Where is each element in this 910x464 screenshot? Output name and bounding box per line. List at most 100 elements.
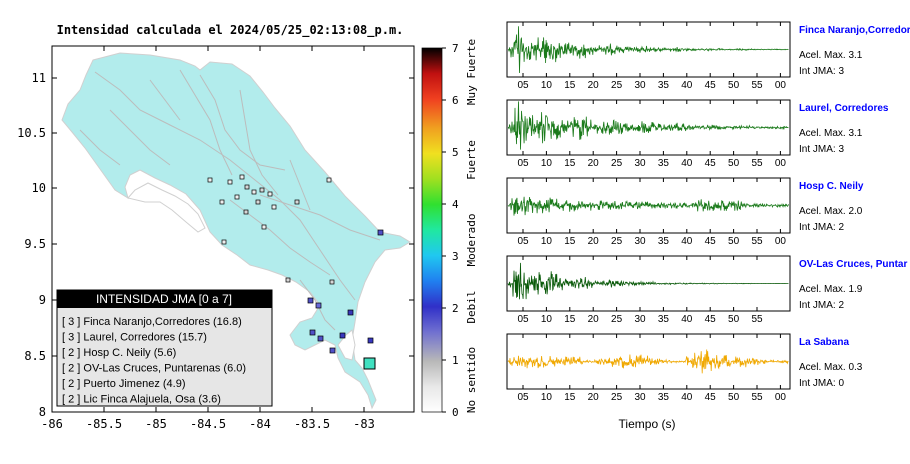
station-marker	[227, 179, 233, 185]
seismogram-tick-label: 40	[681, 158, 693, 169]
golfo-dulce	[337, 329, 356, 361]
station-marker	[244, 184, 250, 190]
seismogram-tick-label: 05	[517, 80, 529, 91]
seismogram-tick-label: 20	[588, 158, 600, 169]
seismogram-tick-label: 20	[588, 314, 600, 325]
seismogram-tick-label: 55	[751, 392, 763, 403]
station-intensity: Int JMA: 3	[799, 144, 844, 155]
seismogram-panel: 05 10 15 20 25 30 35 40 45 50 55 00 Laurel, Corredor…	[506, 99, 889, 169]
legend-entry: [ 2 ] OV-Las Cruces, Puntarenas (6.0)	[62, 363, 246, 375]
seismogram-panel: 05 10 15 20 25 30 35 40 45 50 55 00 La Sabana Acel. M…	[506, 333, 863, 403]
legend-entry: [ 2 ] Hosp C. Neily (5.6)	[62, 347, 176, 359]
seismogram-panel: 05 10 15 20 25 30 35 40 45 50 55 OV-Las Cruces, Pun…	[506, 255, 907, 325]
colorbar-tick-label: 3	[452, 250, 459, 263]
seismogram-tick-label: 15	[564, 236, 576, 247]
station-marker	[267, 191, 273, 197]
x-tick-label: -85	[145, 417, 167, 431]
station-acceleration: Acel. Max. 3.1	[799, 128, 863, 139]
seismogram-tick-label: 05	[517, 314, 529, 325]
map-roads	[79, 69, 381, 331]
seismogram-tick-label: 30	[634, 314, 646, 325]
map-y-axis: 11 10.5 10 9.5 9 8.5 8	[17, 71, 414, 419]
legend-header	[57, 290, 272, 308]
waveform-trace	[507, 349, 789, 374]
seismogram-tick-label: 15	[564, 158, 576, 169]
seismogram-tick-label: 05	[517, 392, 529, 403]
seismogram-tick-label: 45	[705, 80, 717, 91]
seismogram-tick-label: 50	[728, 314, 740, 325]
colorbar-tick-label: 5	[452, 146, 459, 159]
seismogram-tick-label: 35	[658, 392, 670, 403]
colorbar-tick-label: 6	[452, 94, 459, 107]
intensity-legend: INTENSIDAD JMA [0 a 7] [ 3 ] Finca Naran…	[56, 289, 273, 407]
station-marker	[271, 204, 277, 210]
station-name: La Sabana	[799, 337, 849, 348]
seismogram-tick-label: 55	[751, 158, 763, 169]
seismogram-tick-label: 40	[681, 236, 693, 247]
seismogram-tick-label: 35	[658, 80, 670, 91]
colorbar-tick-label: 1	[452, 354, 459, 367]
station-name: Laurel, Corredores	[799, 103, 889, 114]
colorbar-label: Fuerte	[465, 140, 478, 180]
seismogram-tick-label: 20	[588, 392, 600, 403]
seismogram-tick-label: 20	[588, 236, 600, 247]
station-intensity: Int JMA: 2	[799, 222, 844, 233]
station-marker	[234, 194, 240, 200]
station-marker	[339, 332, 346, 339]
seismogram-tick-label: 05	[517, 236, 529, 247]
x-tick-label: -86	[41, 417, 63, 431]
colorbar-gradient	[421, 47, 443, 413]
seismogram-tick-label: 50	[728, 392, 740, 403]
station-marker	[294, 199, 300, 205]
seismogram-tick-label: 50	[728, 236, 740, 247]
map-x-axis: -86 -85.5 -85 -84.5 -84 -83.5 -83	[41, 46, 375, 431]
seismogram-tick-label: 25	[611, 80, 623, 91]
station-name: Finca Naranjo,Corredor	[799, 25, 910, 36]
station-marker	[367, 337, 374, 344]
seismogram-tick-label: 00	[775, 236, 787, 247]
seismogram-tick-label: 25	[611, 236, 623, 247]
seismogram-tick-label: 00	[775, 392, 787, 403]
seismogram-tick-label: 45	[705, 392, 717, 403]
seismogram-tick-label: 30	[634, 392, 646, 403]
station-marker	[307, 297, 314, 304]
seismogram-tick-label: 40	[681, 80, 693, 91]
waveform-trace	[507, 196, 789, 216]
epicenter-marker	[363, 357, 376, 370]
legend-box	[56, 289, 273, 407]
station-marker	[329, 347, 336, 354]
station-marker	[347, 309, 354, 316]
waveform-trace	[507, 262, 789, 300]
x-tick-label: -84.5	[190, 417, 226, 431]
x-tick-label: -83.5	[294, 417, 330, 431]
seismogram-tick-label: 15	[564, 314, 576, 325]
seismogram-tick-label: 25	[611, 314, 623, 325]
station-acceleration: Acel. Max. 2.0	[799, 206, 863, 217]
station-marker	[326, 177, 332, 183]
seismogram-tick-label: 55	[751, 236, 763, 247]
seismogram-tick-label: 55	[751, 80, 763, 91]
seismogram-tick-label: 30	[634, 80, 646, 91]
seismogram-panel: 05 10 15 20 25 30 35 40 45 50 55 00 Finca Naranjo,Co…	[506, 21, 910, 91]
time-axis-label: Tiempo (s)	[619, 417, 676, 431]
y-tick-label: 10	[32, 181, 46, 195]
colorbar-tick-label: 2	[452, 302, 459, 315]
station-marker	[285, 277, 291, 283]
station-marker	[239, 174, 245, 180]
seismogram-tick-label: 40	[681, 314, 693, 325]
y-tick-label: 8	[39, 405, 46, 419]
intensity-map: INTENSIDAD JMA [0 a 7] [ 3 ] Finca Naran…	[17, 45, 415, 431]
seismogram-tick-label: 15	[564, 80, 576, 91]
seismogram-tick-label: 40	[681, 392, 693, 403]
colorbar-tick-label: 4	[452, 198, 459, 211]
station-acceleration: Acel. Max. 3.1	[799, 50, 863, 61]
station-marker	[329, 279, 335, 285]
station-marker	[377, 229, 384, 236]
seismogram-tick-label: 10	[541, 236, 553, 247]
y-tick-label: 10.5	[17, 126, 46, 140]
seismogram-tick-label: 35	[658, 158, 670, 169]
station-marker	[251, 189, 257, 195]
legend-entry: [ 3 ] Laurel, Corredores (15.7)	[62, 332, 207, 344]
seismogram-tick-label: 20	[588, 80, 600, 91]
